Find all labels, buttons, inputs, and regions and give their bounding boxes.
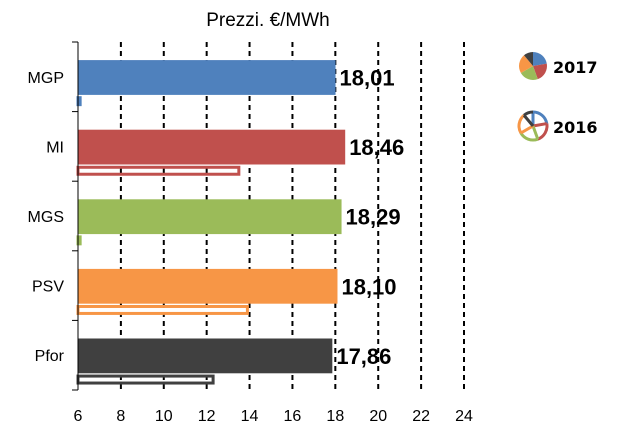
bar-2017-pfor <box>78 338 333 374</box>
chart-title: Prezzi. €/MWh <box>206 10 330 31</box>
x-tick-label-8: 8 <box>116 408 125 425</box>
category-labels: MGP MI MGS PSV Pfor <box>28 70 65 365</box>
legend-pie-icon-2016 <box>517 110 549 142</box>
category-axis <box>72 41 79 391</box>
data-label-mgp: 18,01 <box>340 65 395 90</box>
data-label-mi: 18,46 <box>349 135 404 160</box>
category-label-mi: MI <box>46 139 64 156</box>
bar-2017-psv <box>78 268 338 304</box>
series-2017-bars <box>78 60 346 374</box>
x-tick-label-24: 24 <box>455 408 473 425</box>
data-label-mgs: 18,29 <box>346 205 401 230</box>
x-tick-label-20: 20 <box>369 408 387 425</box>
bar-2016-pfor <box>76 374 215 385</box>
bar-2016-mi <box>76 165 241 176</box>
x-tick-label-16: 16 <box>284 408 302 425</box>
x-tick-label-6: 6 <box>74 408 83 425</box>
category-label-psv: PSV <box>32 279 64 296</box>
data-labels: 18,01 18,46 18,29 18,10 17,86 <box>336 65 404 368</box>
data-label-psv: 18,10 <box>341 274 396 299</box>
x-tick-label-18: 18 <box>326 408 344 425</box>
x-axis-tick-labels: 6 8 10 12 14 16 18 20 22 24 <box>74 408 473 425</box>
legend: 2017 2016 <box>517 52 598 142</box>
bar-2017-mi <box>78 129 346 165</box>
bar-2017-mgs <box>78 199 342 235</box>
x-tick-label-14: 14 <box>241 408 259 425</box>
category-label-mgs: MGS <box>28 209 64 226</box>
legend-pie-icon-2017 <box>519 52 547 80</box>
legend-label-2016: 2016 <box>553 118 598 137</box>
data-label-pfor: 17,86 <box>336 344 391 369</box>
bar-2016-psv <box>76 304 249 315</box>
x-tick-label-12: 12 <box>198 408 216 425</box>
x-tick-label-10: 10 <box>155 408 173 425</box>
bar-2017-mgp <box>78 60 336 95</box>
legend-label-2017: 2017 <box>553 58 598 77</box>
x-tick-label-22: 22 <box>412 408 430 425</box>
category-label-mgp: MGP <box>28 70 64 87</box>
category-label-pfor: Pfor <box>35 348 65 365</box>
